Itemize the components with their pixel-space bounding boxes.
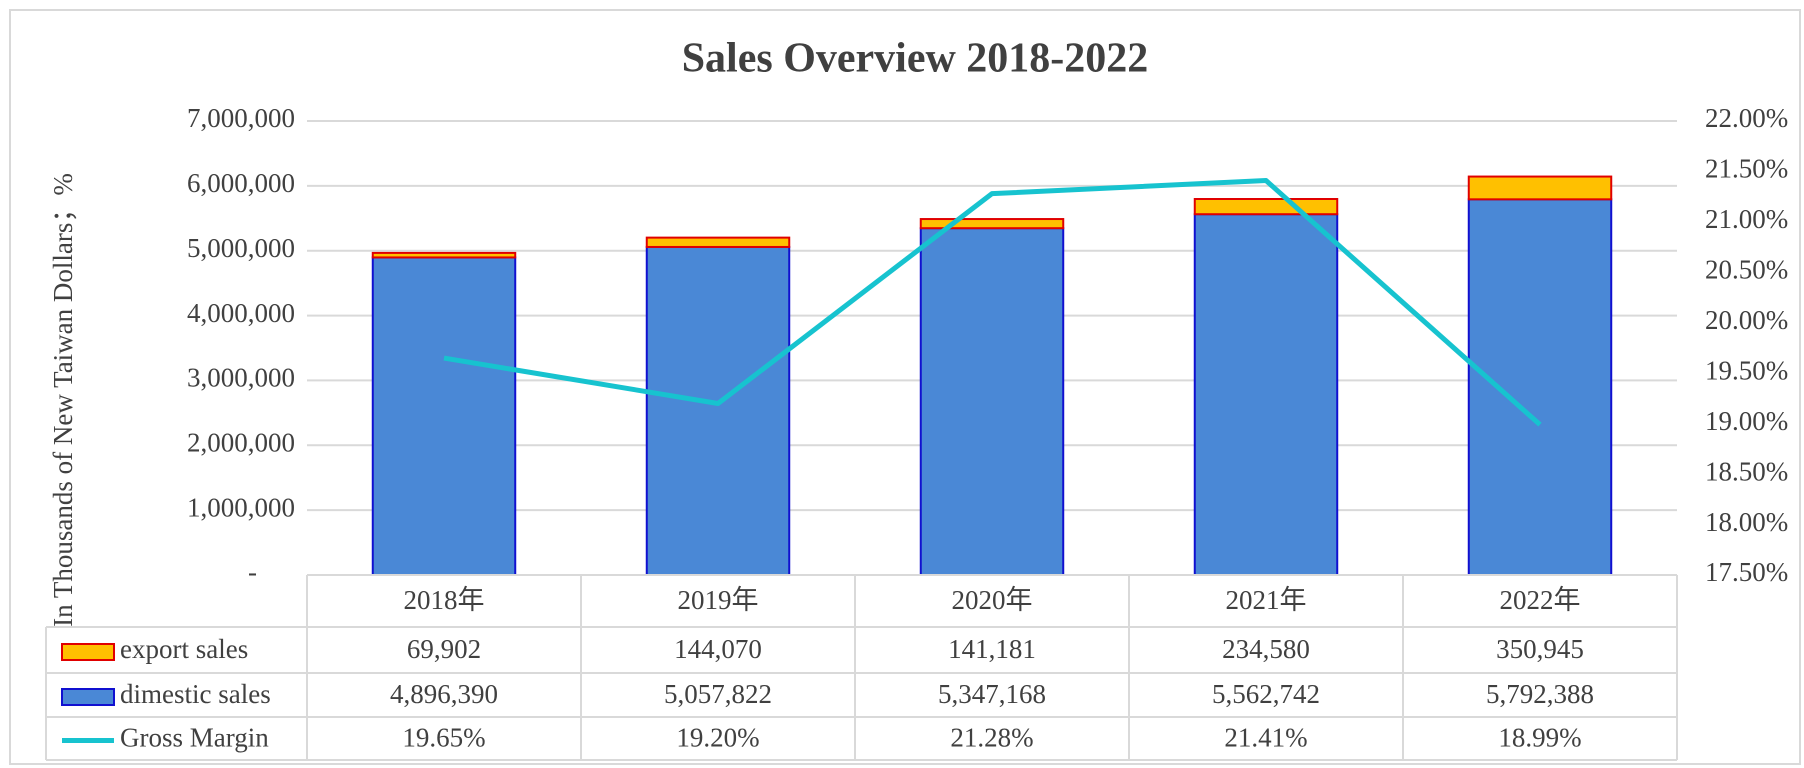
bar xyxy=(371,256,517,576)
bar xyxy=(919,227,1065,576)
x-tick-label: 2021年 xyxy=(1226,585,1307,615)
y-axis-label: In Thousands of New Taiwan Dollars；% xyxy=(48,173,78,627)
legend-swatch xyxy=(61,643,115,661)
y2-tick-label: 21.00% xyxy=(1705,204,1788,234)
bar xyxy=(1193,213,1339,576)
table-value: 21.28% xyxy=(950,723,1033,753)
bar xyxy=(919,218,1065,230)
y2-tick-label: 19.50% xyxy=(1705,355,1788,385)
y2-tick-label: 18.00% xyxy=(1705,507,1788,537)
bar xyxy=(645,245,791,576)
chart-title: Sales Overview 2018-2022 xyxy=(682,36,1149,82)
y2-tick-label: 18.50% xyxy=(1705,456,1788,486)
y2-tick-label: 19.00% xyxy=(1705,406,1788,436)
legend-label: dimestic sales xyxy=(120,679,271,709)
bar xyxy=(1193,198,1339,216)
bar xyxy=(645,236,791,248)
y2-tick-label: 17.50% xyxy=(1705,557,1788,587)
y-tick-label: 3,000,000 xyxy=(187,363,295,393)
y2-tick-label: 20.00% xyxy=(1705,305,1788,335)
y2-tick-label: 22.00% xyxy=(1705,103,1788,133)
table-value: 5,562,742 xyxy=(1212,679,1320,709)
y-tick-label: 7,000,000 xyxy=(187,103,295,133)
table-value: 18.99% xyxy=(1498,723,1581,753)
x-tick-label: 2022年 xyxy=(1500,585,1581,615)
line xyxy=(443,178,1542,427)
y-tick-label: - xyxy=(248,557,257,587)
table-value: 4,896,390 xyxy=(390,679,498,709)
table-value: 5,057,822 xyxy=(664,679,772,709)
legend-swatch xyxy=(61,688,115,706)
y-tick-label: 6,000,000 xyxy=(187,168,295,198)
y2-tick-label: 21.50% xyxy=(1705,154,1788,184)
y-tick-label: 2,000,000 xyxy=(187,427,295,457)
legend-label: Gross Margin xyxy=(120,723,269,753)
x-tick-label: 2019年 xyxy=(678,585,759,615)
bar xyxy=(1467,198,1613,576)
bar xyxy=(371,251,517,259)
table-value: 19.65% xyxy=(402,723,485,753)
y-tick-label: 1,000,000 xyxy=(187,492,295,522)
table-value: 5,792,388 xyxy=(1486,679,1594,709)
y-tick-label: 4,000,000 xyxy=(187,298,295,328)
table-value: 234,580 xyxy=(1222,634,1310,664)
table-value: 144,070 xyxy=(674,634,762,664)
x-tick-label: 2018年 xyxy=(404,585,485,615)
table-value: 5,347,168 xyxy=(938,679,1046,709)
x-tick-label: 2020年 xyxy=(952,585,1033,615)
bar xyxy=(1467,175,1613,201)
table-value: 19.20% xyxy=(676,723,759,753)
legend-label: export sales xyxy=(120,634,248,664)
table-value: 69,902 xyxy=(407,634,481,664)
table-value: 21.41% xyxy=(1224,723,1307,753)
y2-tick-label: 20.50% xyxy=(1705,255,1788,285)
table-value: 141,181 xyxy=(948,634,1036,664)
table-value: 350,945 xyxy=(1496,634,1584,664)
y-tick-label: 5,000,000 xyxy=(187,233,295,263)
